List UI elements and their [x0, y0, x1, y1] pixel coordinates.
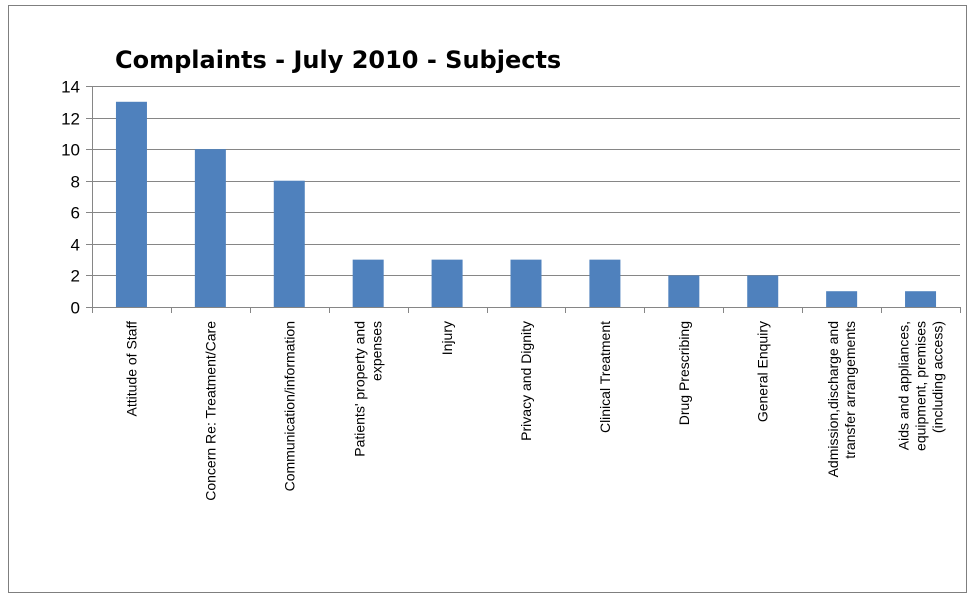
x-category-label: Admission,discharge and transfer arrangem…	[825, 321, 858, 477]
x-category-label: Concern Re: Treatment/Care	[202, 321, 218, 501]
bar	[589, 259, 621, 307]
chart-title: Complaints - July 2010 - Subjects	[115, 46, 561, 74]
x-category-label-line: Attitude of Staff	[123, 321, 139, 417]
y-tick-label: 14	[61, 78, 80, 97]
x-category-label: Clinical Treatment	[597, 321, 613, 433]
gridlines	[92, 86, 960, 276]
x-category-label-line: Admission,discharge and	[825, 321, 841, 477]
bar	[826, 291, 858, 307]
bar	[905, 291, 937, 307]
y-tick-labels: 0 2 4 6 8 10 12 14	[61, 78, 80, 318]
x-category-label-line: Patients' property and	[352, 321, 368, 457]
x-category-label: Aids and appliances, equipment, premises(…	[896, 321, 946, 451]
axes	[86, 86, 961, 313]
x-category-label-line: transfer arrangements	[842, 321, 858, 459]
x-category-label-line: Communication/information	[281, 321, 297, 491]
y-tick-label: 12	[61, 110, 80, 129]
x-category-label: Drug Prescribing	[676, 321, 692, 425]
x-category-label: Communication/information	[281, 321, 297, 491]
bar	[431, 259, 463, 307]
bar	[273, 180, 305, 307]
bar	[510, 259, 542, 307]
x-category-labels: Attitude of Staff Concern Re: Treatment/C…	[123, 321, 945, 501]
bar-chart: Complaints - July 2010 - Subjects 0 2 4 6 8 1…	[61, 46, 961, 501]
x-category-label: Privacy and Dignity	[518, 321, 534, 441]
y-tick-label: 0	[71, 299, 80, 318]
x-category-label-line: equipment, premises	[913, 321, 929, 451]
x-category-label-line: expenses	[369, 321, 385, 381]
x-category-label-line: Concern Re: Treatment/Care	[202, 321, 218, 501]
bars	[115, 101, 937, 308]
bar	[115, 101, 147, 308]
y-tick-label: 10	[61, 141, 80, 160]
x-category-label-line: Aids and appliances,	[896, 321, 912, 450]
x-category-label-line: Injury	[439, 321, 455, 355]
bar	[194, 149, 226, 307]
y-tick-label: 6	[71, 204, 80, 223]
x-category-label: General Enquiry	[755, 321, 771, 422]
x-category-label-line: Privacy and Dignity	[518, 321, 534, 441]
y-tick-label: 2	[71, 267, 80, 286]
x-category-label-line: Clinical Treatment	[597, 321, 613, 433]
chart-frame: Complaints - July 2010 - Subjects 0 2 4 6 8 1…	[8, 5, 967, 593]
y-tick-label: 4	[71, 236, 80, 255]
x-category-label: Patients' property and expenses	[352, 321, 385, 457]
y-tick-label: 8	[71, 173, 80, 192]
x-category-label-line: Drug Prescribing	[676, 321, 692, 425]
bar	[747, 275, 779, 307]
x-category-label: Attitude of Staff	[123, 321, 139, 417]
x-category-label-line: (including access)	[930, 321, 946, 433]
x-category-label: Injury	[439, 321, 455, 355]
bar	[668, 275, 700, 307]
x-category-label-line: General Enquiry	[755, 321, 771, 422]
bar	[352, 259, 384, 307]
